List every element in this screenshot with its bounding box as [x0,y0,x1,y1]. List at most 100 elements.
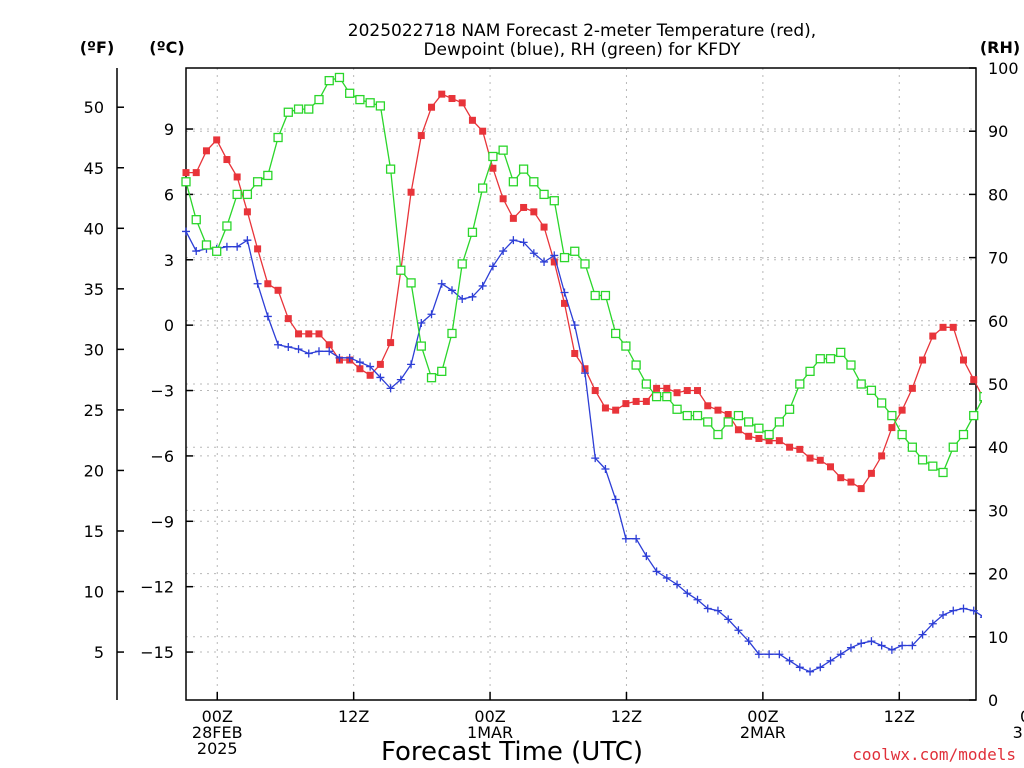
rh-point [590,290,600,301]
rh-tick-label: 70 [988,249,1008,268]
temperature-point [561,299,569,307]
rh-point [641,379,652,389]
temperature-point [468,116,476,124]
dewpoint-point [253,279,262,288]
fahrenheit-tick-label: 30 [84,340,104,359]
rh-point [580,259,590,269]
rh-point [877,398,887,408]
fahrenheit-tick-label: 15 [84,522,104,541]
rh-point [774,417,785,427]
rh-point [570,246,580,256]
rh-tick-label: 40 [988,438,1008,457]
temperature-point [847,478,855,486]
celsius-tick-label: −6 [150,447,174,466]
rh-point [478,183,488,193]
dewpoint-point [857,639,866,648]
dewpoint-point [591,454,600,463]
dewpoint-point [693,595,702,604]
temperature-point [745,432,753,440]
rh-point [559,252,570,263]
rh-point [314,94,324,105]
rh-point [242,189,253,200]
dewpoint-point [744,637,753,646]
temperature-point [417,132,425,140]
rh-point [1011,367,1019,375]
dewpoint-point [366,362,375,371]
dewpoint-point [468,292,477,301]
rh-point [958,429,969,440]
temperature-point [264,280,272,288]
dewpoint-point [427,310,436,319]
rh-point [345,88,355,98]
dewpoint-point [192,247,201,256]
dewpoint-point [826,656,835,665]
rh-point [979,391,982,402]
rh-point [365,98,375,108]
temperature-point [305,330,313,338]
rh-point [396,265,406,275]
rh-point [201,240,212,250]
dewpoint-point [785,656,794,665]
dewpoint-point [673,580,682,589]
temperature-point [755,434,763,442]
temperature-point [233,173,241,181]
rh-tick-label: 80 [988,185,1008,204]
x-axis-label: Forecast Time (UTC) [381,737,643,767]
temperature-point [489,164,497,172]
rh-point [825,354,836,364]
x-tick-label: 12Z [338,707,369,726]
dewpoint-point [509,236,518,245]
rh-tick-label: 10 [988,628,1008,647]
temperature-point [274,286,282,294]
temperature-point [315,330,323,338]
rh-point [795,379,805,389]
temperature-point [694,387,702,395]
temperature-point [949,323,957,331]
temperature-point [663,384,671,392]
temperature-point [612,406,620,414]
celsius-tick-label: 9 [164,120,174,139]
temperature-point [192,169,200,177]
rh-point [846,360,856,370]
temperature-point [601,404,609,412]
temperature-point [366,371,374,379]
celsius-tick-label: −15 [140,643,174,662]
rh-point [856,379,866,389]
temperature-point [970,376,978,384]
x-tick-label: 28FEB [192,723,243,742]
rh-point [283,107,293,117]
rh-point [467,227,478,237]
dewpoint-point [325,347,334,356]
rh-tick-label: 50 [988,375,1008,394]
temperature-point [448,95,456,103]
rh-point [324,75,334,86]
dewpoint-point [939,611,948,620]
temperature-point [806,454,814,462]
rh-point [212,246,222,256]
celsius-tick-label: −3 [150,382,174,401]
fahrenheit-tick-label: 10 [84,583,104,602]
temperature-point [622,400,630,408]
temperature-point [867,469,875,477]
rh-point [334,72,345,83]
x-tick-label: 00Z [202,707,233,726]
dewpoint-point [734,626,743,635]
temperature-point [1011,420,1018,427]
rh-point [293,104,304,114]
temperature-point [704,402,712,410]
temperature-point [837,474,845,482]
fahrenheit-tick-label: 25 [84,401,104,420]
dewpoint-point [632,534,641,543]
dewpoint-point [243,236,252,245]
dewpoint-point [867,637,876,646]
fahrenheit-tick-label: 40 [84,219,104,238]
temperature-point [213,136,221,144]
rh-point [252,177,263,187]
fahrenheit-tick-label: 35 [84,280,104,299]
celsius-unit-label: (ºC) [149,38,184,57]
rh-unit-label: (RH) [980,38,1020,57]
temperature-point [202,147,210,155]
dewpoint-point [314,347,323,356]
tick-labels: 00Z28FEB202512Z00Z1MAR12Z00Z2MAR12Z00Z3M… [84,59,1024,758]
x-tick-label: 00Z [474,707,505,726]
